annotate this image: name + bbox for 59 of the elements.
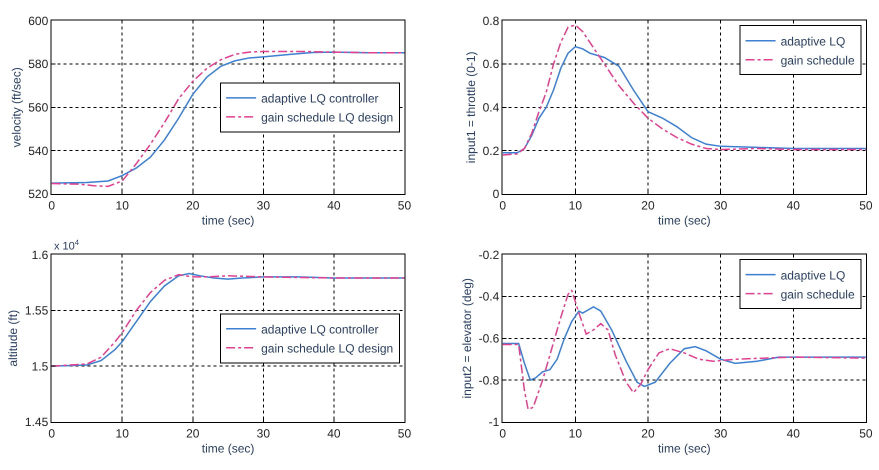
legend-label: gain schedule — [780, 53, 855, 68]
x-tick-label: 10 — [116, 426, 130, 440]
legend-label: adaptive LQ controller — [261, 322, 379, 336]
x-tick-label: 20 — [186, 198, 200, 212]
x-axis-title: time (sec) — [202, 213, 254, 228]
x-tick-label: 50 — [398, 198, 412, 212]
x-tick-label: 40 — [786, 426, 800, 440]
x-tick-label: 40 — [327, 198, 341, 212]
x-tick-label: 30 — [256, 426, 270, 440]
x-tick-label: 10 — [568, 426, 582, 440]
x-axis-title: time (sec) — [202, 441, 254, 456]
line-series — [502, 306, 866, 388]
legend-label: gain schedule LQ design — [261, 341, 394, 356]
x-tick-label: 20 — [186, 426, 200, 440]
x-tick-label: 30 — [714, 198, 728, 212]
y-tick-label: -0.6 — [478, 331, 500, 346]
y-tick-label: -0.4 — [478, 290, 500, 304]
y-tick-label: 0.2 — [482, 144, 500, 158]
y-tick-label: 600 — [28, 14, 49, 28]
text: x 10$^{4}$ — [54, 238, 80, 253]
x-tick-label: 40 — [327, 426, 341, 440]
y-tick-label: 0 — [492, 187, 500, 202]
x-tick-label: 40 — [786, 198, 800, 212]
x-tick-label: 20 — [641, 198, 655, 212]
legend-label: adaptive LQ — [780, 34, 846, 48]
legend-label: gain schedule — [780, 287, 855, 302]
x-axis-title: time (sec) — [658, 213, 711, 228]
y-tick-label: 1.45 — [24, 415, 49, 430]
y-axis-title: input2 = elevator (deg) — [460, 278, 474, 398]
y-tick-label: 0.4 — [482, 100, 500, 115]
y-tick-label: 520 — [28, 187, 49, 202]
x-tick-label: 30 — [256, 198, 270, 212]
line-series — [502, 24, 866, 156]
y-tick-label: -0.8 — [478, 373, 500, 388]
x-tick-label: 50 — [398, 426, 412, 440]
y-axis-title: input1 = throttle (0-1) — [464, 51, 478, 164]
y-axis-title: altitude (ft) — [6, 310, 20, 367]
y-tick-label: 560 — [28, 100, 49, 115]
x-tick-label: 50 — [859, 198, 873, 212]
x-tick-label: 50 — [859, 426, 873, 440]
y-tick-label: 1.5 — [32, 359, 49, 374]
legend-label: adaptive LQ — [780, 268, 846, 282]
y-tick-label: -0.2 — [478, 248, 500, 262]
x-tick-label: 30 — [714, 426, 728, 440]
y-tick-label: 540 — [28, 144, 49, 158]
y-tick-label: 580 — [28, 57, 49, 72]
legend-label: adaptive LQ controller — [261, 92, 379, 106]
y-tick-label: 1.6 — [32, 248, 49, 262]
x-tick-label: 10 — [116, 198, 130, 212]
y-axis-title: velocity (ft/sec) — [10, 67, 24, 148]
legend-label: gain schedule LQ design — [261, 110, 394, 124]
y-tick-label: -1 — [488, 415, 500, 430]
y-tick-label: 0.8 — [482, 14, 500, 28]
x-tick-label: 10 — [568, 198, 582, 212]
y-tick-label: 0.6 — [482, 57, 500, 72]
x-tick-label: 20 — [641, 426, 655, 440]
x-axis-title: time (sec) — [658, 441, 711, 456]
line-series — [502, 289, 866, 410]
y-tick-label: 1.55 — [24, 304, 49, 318]
